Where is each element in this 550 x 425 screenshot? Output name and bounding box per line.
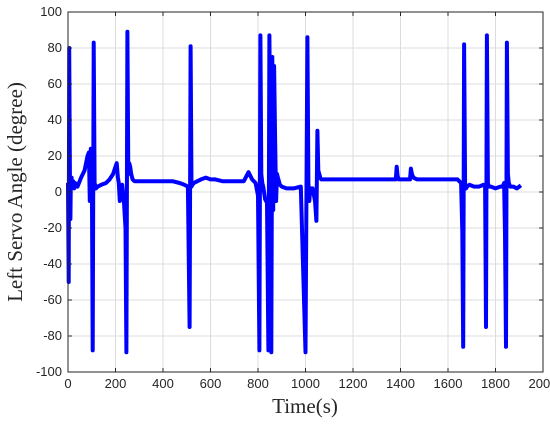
y-tick-label: 0 <box>55 184 62 199</box>
x-tick-label: 1600 <box>434 376 463 391</box>
y-tick-label: 20 <box>48 148 62 163</box>
x-tick-label: 1400 <box>386 376 415 391</box>
y-tick-label: 100 <box>40 4 62 19</box>
x-tick-label: 400 <box>152 376 174 391</box>
x-tick-labels: 0 200 400 600 800 1000 1200 1400 1600 1800 2000 <box>64 376 550 391</box>
x-tick-label: 600 <box>200 376 222 391</box>
x-tick-label: 800 <box>247 376 269 391</box>
x-tick-label: 2000 <box>529 376 550 391</box>
y-tick-label: -60 <box>43 292 62 307</box>
y-tick-label: 40 <box>48 112 62 127</box>
series-layer <box>65 29 523 355</box>
ticks <box>67 11 544 373</box>
y-axis-label: Left Servo Angle (degree) <box>3 82 27 302</box>
x-tick-label: 1200 <box>339 376 368 391</box>
x-tick-label: 0 <box>64 376 71 391</box>
x-tick-label: 1800 <box>481 376 510 391</box>
x-axis-label: Time(s) <box>272 394 338 418</box>
y-tick-labels: -100 -80 -60 -40 -20 0 20 40 60 80 100 <box>36 4 62 379</box>
y-tick-label: -80 <box>43 328 62 343</box>
y-tick-label: 80 <box>48 40 62 55</box>
y-tick-label: -20 <box>43 220 62 235</box>
series-line-0 <box>65 29 523 355</box>
y-tick-label: -100 <box>36 364 62 379</box>
y-tick-label: -40 <box>43 256 62 271</box>
y-tick-label: 60 <box>48 76 62 91</box>
x-tick-label: 1000 <box>291 376 320 391</box>
x-tick-label: 200 <box>105 376 127 391</box>
